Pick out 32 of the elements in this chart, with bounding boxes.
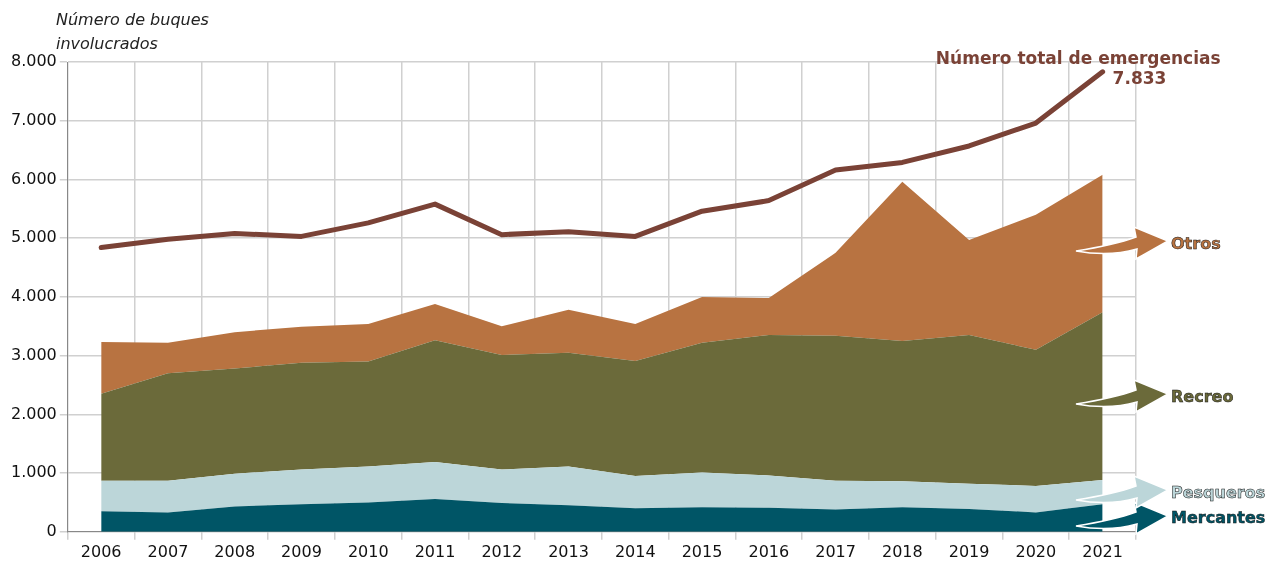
x-tick-label: 2021 [1082, 541, 1123, 561]
x-tick-label: 2014 [614, 541, 656, 561]
x-tick-label: 2006 [80, 541, 122, 561]
x-tick-label: 2020 [1015, 541, 1057, 561]
y-tick-label: 7.000 [10, 109, 57, 129]
y-tick-label: 1.000 [10, 462, 57, 482]
x-tick-label: 2015 [681, 541, 723, 561]
x-tick-label: 2016 [748, 541, 790, 561]
x-tick-label: 2009 [281, 541, 322, 561]
x-tick-label: 2007 [147, 541, 189, 561]
y-tick-label: 4.000 [10, 286, 57, 306]
x-tick-label: 2017 [815, 541, 856, 561]
y-tick-label: 3.000 [10, 344, 57, 364]
y-tick-label: 0 [46, 520, 57, 540]
y-tick-label: 8.000 [10, 51, 57, 71]
x-tick-label: 2018 [881, 541, 923, 561]
x-tick-label: 2012 [481, 541, 523, 561]
x-tick-label: 2010 [347, 541, 389, 561]
y-tick-label: 5.000 [10, 227, 57, 247]
text: Otros [1171, 233, 1221, 253]
x-tick-label: 2013 [548, 541, 589, 561]
y-axis-title: Número de buques involucrados [56, 9, 210, 55]
x-tick-label: 2019 [948, 541, 990, 561]
y-tick-label: 2.000 [10, 403, 57, 423]
text: Pesqueros [1171, 482, 1266, 502]
x-tick-label: 2008 [214, 541, 256, 561]
data-label: 7.833 [1112, 67, 1167, 88]
series-label: Número total de emergencias [935, 48, 1221, 68]
y-tick-label: 6.000 [10, 168, 57, 188]
text: Mercantes [1171, 508, 1266, 528]
x-tick-label: 2011 [414, 541, 456, 561]
text: Recreo [1171, 386, 1234, 406]
